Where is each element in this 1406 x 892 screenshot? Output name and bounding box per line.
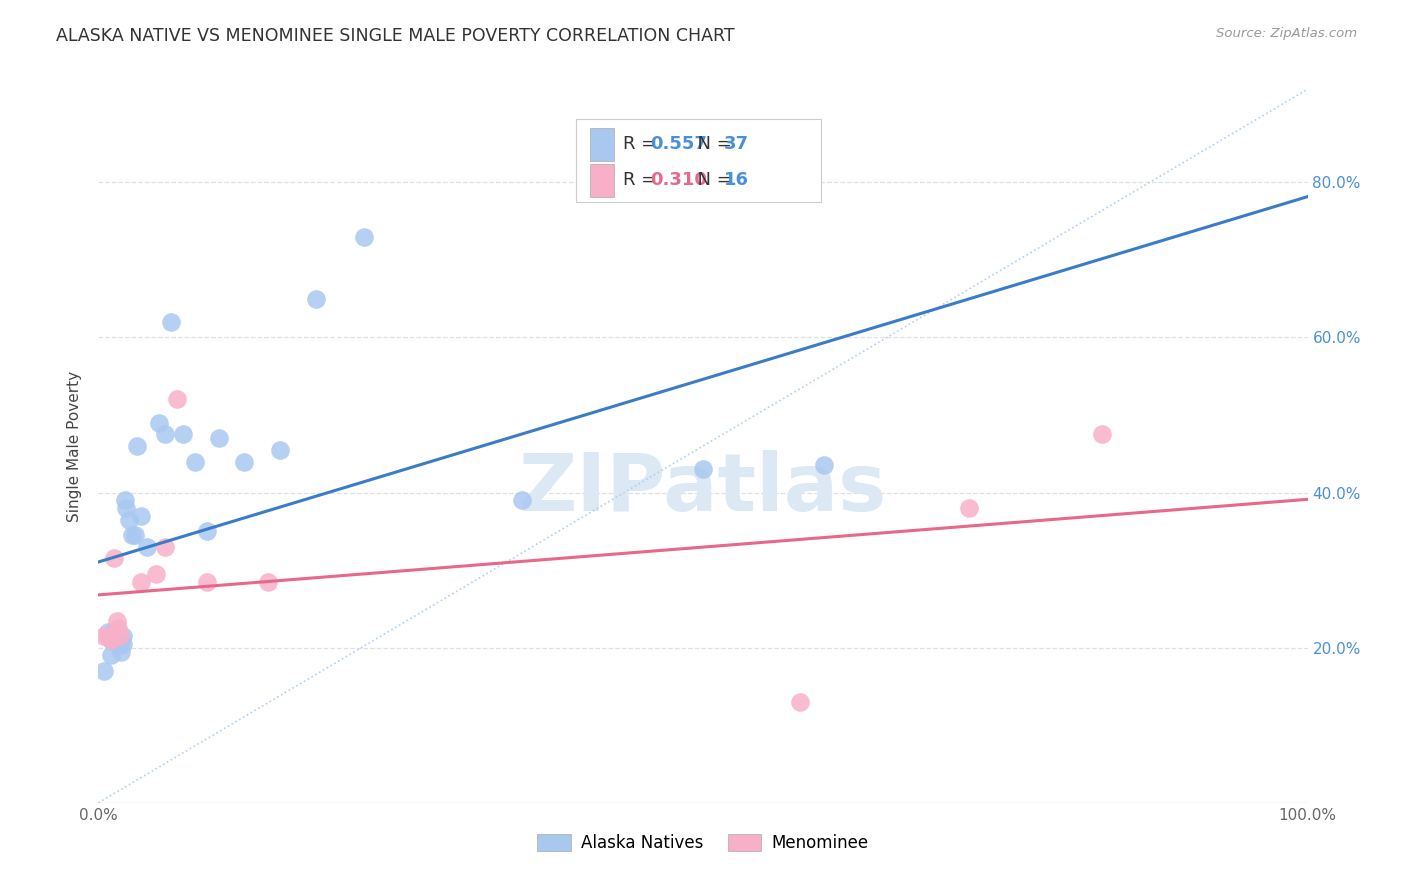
Point [110, 644, 132, 658]
Text: 0.557: 0.557 [650, 136, 707, 153]
Point [145, 566, 167, 581]
Point [100, 648, 122, 663]
Point [153, 427, 176, 442]
Point [97, 629, 120, 643]
Text: 37: 37 [724, 136, 749, 153]
Point [195, 524, 218, 539]
Point [160, 315, 183, 329]
Point [100, 632, 122, 647]
Point [232, 454, 254, 468]
Text: N =: N = [686, 171, 737, 189]
Point [208, 431, 231, 445]
Point [957, 501, 980, 516]
Text: R =: R = [623, 136, 661, 153]
Text: Source: ZipAtlas.com: Source: ZipAtlas.com [1216, 27, 1357, 40]
Point [184, 454, 207, 468]
Point [108, 632, 131, 647]
Point [129, 574, 152, 589]
Point [353, 229, 375, 244]
Point [103, 629, 125, 643]
Text: ALASKA NATIVE VS MENOMINEE SINGLE MALE POVERTY CORRELATION CHART: ALASKA NATIVE VS MENOMINEE SINGLE MALE P… [56, 27, 735, 45]
Point [93, 664, 115, 678]
Point [105, 629, 128, 643]
Point [93, 629, 115, 643]
Point [129, 508, 152, 523]
Point [172, 427, 194, 442]
Point [108, 637, 131, 651]
Point [135, 540, 157, 554]
Text: ZIPatlas: ZIPatlas [519, 450, 887, 528]
Point [256, 574, 278, 589]
Text: N =: N = [686, 136, 737, 153]
Point [124, 528, 146, 542]
Point [105, 614, 128, 628]
Point [100, 632, 122, 647]
Point [510, 493, 533, 508]
Point [121, 528, 143, 542]
Legend: Alaska Natives, Menominee: Alaska Natives, Menominee [530, 827, 876, 859]
Y-axis label: Single Male Poverty: Single Male Poverty [67, 370, 83, 522]
Point [103, 551, 125, 566]
Text: R =: R = [623, 171, 661, 189]
Point [692, 462, 714, 476]
Point [153, 540, 176, 554]
Point [111, 637, 134, 651]
Point [1091, 427, 1114, 442]
Text: 0.310: 0.310 [650, 171, 707, 189]
Point [101, 625, 124, 640]
Point [166, 392, 188, 407]
Point [115, 501, 138, 516]
Point [107, 629, 129, 643]
Point [108, 629, 131, 643]
Point [127, 439, 149, 453]
Point [107, 621, 129, 635]
Point [148, 416, 170, 430]
Point [195, 574, 218, 589]
Text: 16: 16 [724, 171, 749, 189]
Point [104, 632, 127, 647]
Point [111, 629, 134, 643]
Point [105, 637, 128, 651]
Point [789, 695, 811, 709]
Point [269, 442, 291, 457]
Point [114, 493, 136, 508]
Point [118, 513, 141, 527]
Point [97, 625, 120, 640]
Point [305, 292, 328, 306]
Point [813, 458, 835, 473]
